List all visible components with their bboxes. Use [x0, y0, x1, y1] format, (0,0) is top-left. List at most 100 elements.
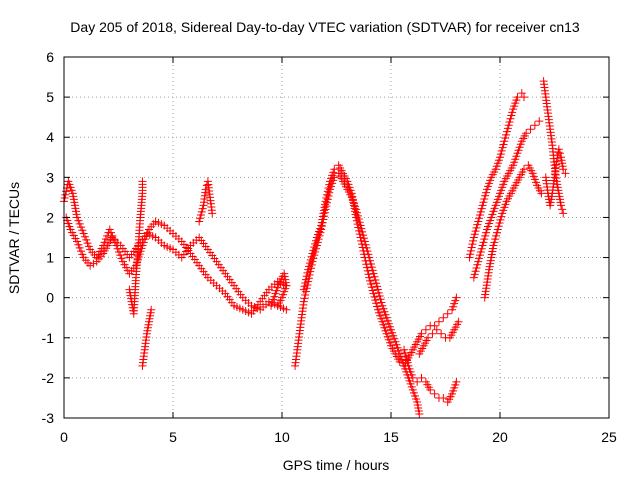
data-point [117, 254, 126, 263]
grid [64, 57, 609, 418]
data-point [482, 188, 491, 197]
series-L [480, 161, 546, 302]
data-point [470, 230, 479, 239]
data-point [370, 272, 379, 281]
data-point [479, 198, 488, 207]
data-point [373, 302, 382, 311]
data-point [400, 349, 409, 358]
data-point [492, 231, 501, 240]
data-point [301, 290, 310, 299]
data-point [82, 235, 91, 244]
data-point [472, 223, 481, 232]
data-point [481, 231, 490, 240]
data-point [375, 292, 384, 301]
data-point [473, 220, 482, 229]
data-point [421, 325, 430, 334]
data-point [555, 149, 564, 158]
data-point [73, 237, 82, 246]
data-point [355, 230, 364, 239]
data-point [77, 247, 86, 256]
data-point [490, 238, 499, 247]
data-point [273, 301, 282, 310]
data-point [468, 240, 477, 249]
data-point [430, 389, 439, 398]
data-point [504, 121, 513, 130]
data-point [481, 191, 490, 200]
data-point [501, 134, 510, 143]
data-point [502, 127, 511, 136]
data-point [86, 261, 95, 270]
series-C [138, 305, 156, 370]
y-tick-label: -1 [42, 330, 55, 346]
data-point [362, 260, 371, 269]
series-O [267, 269, 291, 310]
y-axis-label: SDTVAR / TECUs [6, 182, 22, 294]
data-point [75, 243, 84, 252]
data-point [360, 250, 369, 259]
data-point [494, 222, 503, 231]
data-point [465, 253, 474, 262]
series-D [125, 177, 147, 318]
data-point [467, 243, 476, 252]
data-point [373, 282, 382, 291]
series-E [195, 177, 217, 226]
data-point [353, 220, 362, 229]
x-tick-label: 15 [383, 429, 399, 445]
chart-title: Day 205 of 2018, Sidereal Day-to-day VTE… [70, 19, 580, 35]
data-point [374, 288, 383, 297]
data-point [408, 373, 417, 382]
data-point [352, 208, 361, 217]
data-point [506, 114, 515, 123]
data-point [364, 270, 373, 279]
data-point [301, 287, 310, 296]
data-point [519, 93, 528, 102]
data-point [476, 207, 485, 216]
data-point [496, 215, 505, 224]
data-point [330, 165, 339, 174]
data-point [443, 309, 452, 318]
data-point [84, 242, 93, 251]
x-tick-label: 25 [601, 429, 617, 445]
data-point [526, 125, 535, 134]
data-point [323, 198, 332, 207]
data-point [439, 313, 448, 322]
data-point [363, 263, 372, 272]
series-B [62, 213, 291, 314]
data-point [559, 209, 568, 218]
series-G [299, 161, 461, 370]
data-point [402, 355, 411, 364]
data-point [356, 233, 365, 242]
data-point [426, 385, 435, 394]
data-point [301, 275, 310, 284]
y-tick-label: -2 [42, 370, 55, 386]
series-J [465, 89, 528, 262]
data-point [475, 211, 484, 220]
data-point [366, 276, 375, 285]
data-point [476, 247, 485, 256]
data-point [413, 377, 422, 386]
data-point [107, 228, 116, 237]
data-point [415, 409, 424, 418]
data-point [322, 202, 331, 211]
data-point [480, 235, 489, 244]
data-point [208, 209, 217, 218]
data-point [359, 246, 368, 255]
data-point [355, 226, 364, 235]
data-point [369, 269, 378, 278]
data-point [198, 204, 207, 213]
data-point [311, 239, 320, 248]
data-point [366, 280, 375, 289]
y-tick-label: 6 [46, 49, 54, 65]
data-point [302, 272, 311, 281]
axis-ticks: 0 5 10 15 20 25 -3 -2 -1 0 1 2 3 4 5 6 [42, 49, 617, 445]
data-point [489, 241, 498, 250]
data-point [368, 286, 377, 295]
plot-frame [63, 56, 610, 419]
data-point [480, 194, 489, 203]
data-point [557, 201, 566, 210]
data-point [372, 299, 381, 308]
series-K [469, 117, 544, 282]
data-point [503, 124, 512, 133]
data-point [109, 235, 118, 244]
data-point [479, 238, 488, 247]
